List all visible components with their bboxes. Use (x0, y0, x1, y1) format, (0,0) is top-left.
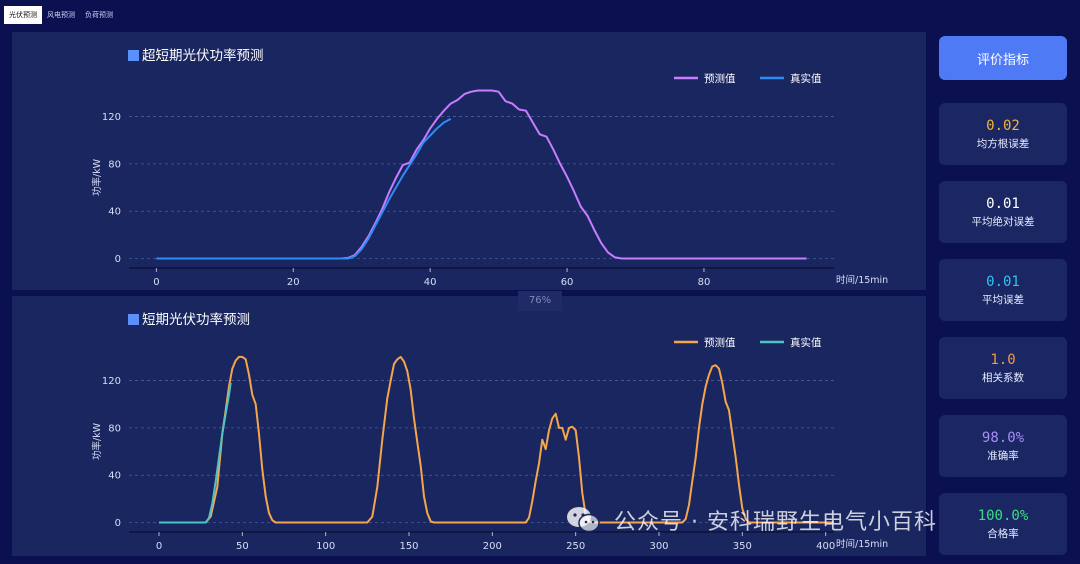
series-line-1 (159, 382, 232, 524)
y-tick-label: 40 (108, 207, 121, 218)
watermark-text: 公众号 · 安科瑞野生电气小百科 (614, 510, 937, 535)
tab-wind-forecast[interactable]: 风电预测 (47, 11, 75, 19)
metric-label: 平均误差 (982, 294, 1024, 306)
x-tick-label: 200 (483, 541, 502, 552)
x-axis-label: 时间/15min (836, 538, 888, 550)
metric-card-mae: 0.01 平均绝对误差 (939, 181, 1067, 243)
metric-card-correlation: 1.0 相关系数 (939, 337, 1067, 399)
x-tick-label: 250 (566, 541, 585, 552)
x-tick-label: 400 (816, 541, 835, 552)
metric-card-mean-error: 0.01 平均误差 (939, 259, 1067, 321)
chart-title: 短期光伏功率预测 (142, 311, 250, 328)
metric-value: 0.02 (986, 118, 1020, 134)
tab-load-forecast[interactable]: 负荷预测 (85, 11, 113, 19)
metric-label: 合格率 (987, 528, 1019, 540)
series-line-0 (156, 89, 807, 260)
metric-value: 1.0 (990, 352, 1016, 368)
x-tick-label: 80 (698, 277, 711, 288)
x-tick-label: 300 (649, 541, 668, 552)
title-marker (128, 314, 139, 325)
y-tick-label: 0 (115, 254, 121, 265)
metric-value: 98.0% (981, 430, 1025, 446)
x-axis-label: 时间/15min (836, 274, 888, 286)
x-tick-label: 0 (153, 277, 159, 288)
y-tick-label: 80 (108, 423, 121, 434)
chart-title: 超短期光伏功率预测 (142, 47, 264, 64)
metric-card-rmse: 0.02 均方根误差 (939, 103, 1067, 165)
metric-label: 相关系数 (982, 372, 1024, 384)
x-tick-label: 0 (156, 541, 162, 552)
y-axis-label: 功率/kW (91, 422, 103, 460)
metric-label: 平均绝对误差 (971, 216, 1035, 228)
ultra-short-term-chart: 超短期光伏功率预测 0 40 80 120 0 20 40 60 80 时间/15min 功率/kW 预… (91, 47, 888, 288)
x-tick-label: 350 (733, 541, 752, 552)
x-tick-label: 50 (236, 541, 249, 552)
x-tick-label: 150 (399, 541, 418, 552)
metric-card-pass-rate: 100.0% 合格率 (939, 493, 1067, 555)
progress-indicator: 76% (518, 291, 562, 311)
tab-bar: 光伏预测 风电预测 负荷预测 (4, 6, 118, 24)
y-tick-label: 80 (108, 159, 121, 170)
x-tick-label: 40 (424, 277, 437, 288)
legend-label: 预测值 (704, 72, 736, 85)
x-tick-label: 100 (316, 541, 335, 552)
y-tick-label: 0 (115, 518, 121, 529)
y-tick-label: 120 (102, 376, 121, 387)
metric-card-accuracy: 98.0% 准确率 (939, 415, 1067, 477)
legend-label: 真实值 (790, 336, 822, 349)
x-tick-label: 20 (287, 277, 300, 288)
short-term-chart-panel: 短期光伏功率预测 0 40 80 120 0 50 100 150 200 250 300 350 400… (12, 296, 926, 556)
legend-label: 预测值 (704, 336, 736, 349)
tab-pv-forecast[interactable]: 光伏预测 (4, 6, 42, 24)
title-marker (128, 50, 139, 61)
metric-label: 准确率 (987, 450, 1019, 462)
series-line-0 (159, 355, 834, 524)
short-term-chart: 短期光伏功率预测 0 40 80 120 0 50 100 150 200 250 300 350 400… (91, 311, 888, 552)
y-axis-label: 功率/kW (91, 158, 103, 196)
legend-label: 真实值 (790, 72, 822, 85)
y-tick-label: 40 (108, 471, 121, 482)
wechat-icon (567, 507, 600, 533)
ultra-short-term-chart-panel: 超短期光伏功率预测 0 40 80 120 0 20 40 60 80 时间/15min 功率/kW 预… (12, 32, 926, 290)
watermark: 公众号 · 安科瑞野生电气小百科 (566, 500, 937, 540)
metric-value: 0.01 (986, 274, 1020, 290)
evaluation-metrics-button[interactable]: 评价指标 (939, 36, 1067, 80)
y-tick-label: 120 (102, 112, 121, 123)
metric-label: 均方根误差 (976, 138, 1030, 150)
x-tick-label: 60 (561, 277, 574, 288)
metric-value: 0.01 (986, 196, 1020, 212)
series-line-1 (156, 118, 452, 260)
metric-value: 100.0% (977, 508, 1029, 524)
